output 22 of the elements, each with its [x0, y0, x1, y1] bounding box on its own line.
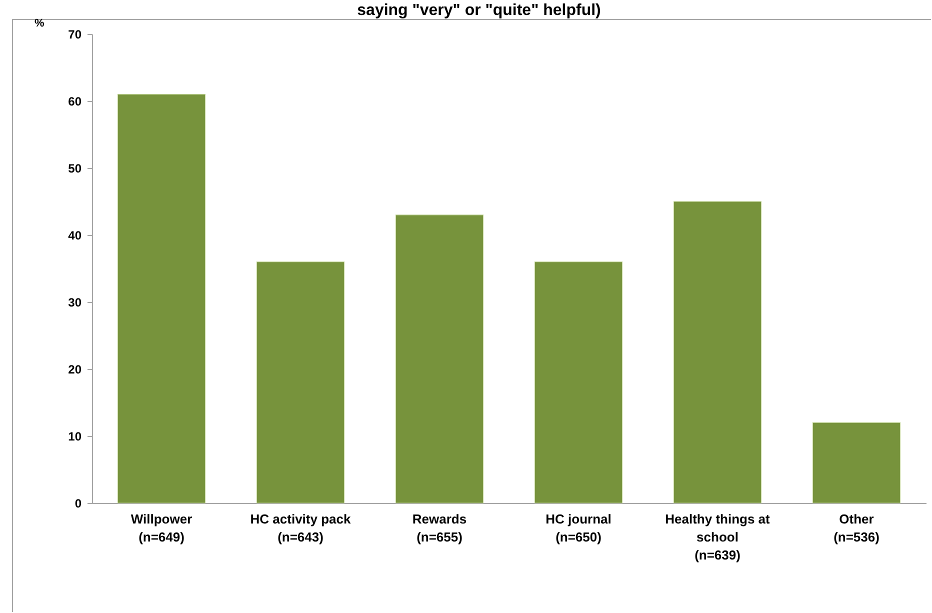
y-tick-label: 70 [68, 28, 82, 42]
bar [256, 262, 345, 504]
y-tick-label: 40 [68, 228, 82, 242]
chart-title: saying "very" or "quite" helpful) [357, 2, 601, 19]
x-tick-label: Other (n=536) [834, 512, 880, 544]
y-axis-title: % [34, 18, 44, 30]
y-tick-label: 60 [68, 94, 82, 108]
x-tick-label: Healthy things at school (n=639) [665, 512, 771, 562]
bar [395, 214, 484, 504]
x-tick-label: Rewards (n=655) [412, 512, 467, 544]
bar [673, 201, 762, 504]
x-tick-label: HC journal (n=650) [546, 512, 612, 544]
y-tick-label: 30 [68, 296, 82, 310]
y-tick-label: 20 [68, 362, 82, 376]
x-tick-label: HC activity pack (n=643) [250, 512, 352, 544]
y-tick-label: 10 [68, 430, 82, 444]
y-tick-label: 50 [68, 162, 82, 176]
bar [117, 94, 206, 504]
bar [812, 422, 901, 504]
bar [534, 262, 623, 504]
x-tick-label: Willpower (n=649) [130, 512, 192, 544]
y-tick-label: 0 [74, 496, 82, 510]
